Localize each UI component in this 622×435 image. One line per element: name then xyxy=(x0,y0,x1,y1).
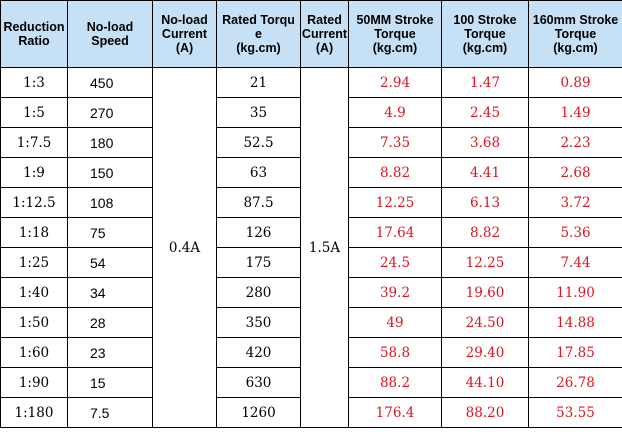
torque-50mm-cell: 24.5 xyxy=(348,247,442,278)
torque-50mm-cell: 12.25 xyxy=(348,187,442,218)
torque-160mm-cell: 3.72 xyxy=(528,187,622,218)
reduction-ratio-cell: 1:40 xyxy=(0,277,68,308)
rated-torque-cell: 175 xyxy=(216,247,301,278)
torque-100-cell: 24.50 xyxy=(441,307,529,338)
header-100-stroke-torque: 100 Stroke Torque (kg.cm) xyxy=(441,0,529,68)
rated-torque-cell: 630 xyxy=(216,367,301,398)
torque-100-cell: 1.47 xyxy=(441,67,529,98)
no-load-speed-cell: 180 xyxy=(67,127,153,158)
rated-torque-cell: 52.5 xyxy=(216,127,301,158)
reduction-ratio-cell: 1:90 xyxy=(0,367,68,398)
torque-160mm-cell: 2.68 xyxy=(528,157,622,188)
torque-160mm-cell: 2.23 xyxy=(528,127,622,158)
table-row: 1:3 450 0.4A 21 1.5A 2.94 1.47 0.89 xyxy=(0,67,622,428)
rated-torque-cell: 35 xyxy=(216,97,301,128)
header-row: Reduction Ratio No-load Speed No-load Cu… xyxy=(0,0,622,68)
torque-50mm-cell: 4.9 xyxy=(348,97,442,128)
table-row: 1:60 23 420 58.8 29.40 17.85 xyxy=(0,337,622,368)
no-load-speed-cell: 75 xyxy=(67,217,153,248)
table-row: 1:7.5 180 52.5 7.35 3.68 2.23 xyxy=(0,127,622,158)
torque-100-cell: 3.68 xyxy=(441,127,529,158)
torque-50mm-cell: 7.35 xyxy=(348,127,442,158)
reduction-ratio-cell: 1:9 xyxy=(0,157,68,188)
reduction-ratio-cell: 1:12.5 xyxy=(0,187,68,218)
torque-160mm-cell: 7.44 xyxy=(528,247,622,278)
rated-torque-cell: 87.5 xyxy=(216,187,301,218)
table-row: 1:5 270 35 4.9 2.45 1.49 xyxy=(0,97,622,128)
torque-160mm-cell: 5.36 xyxy=(528,217,622,248)
torque-50mm-cell: 2.94 xyxy=(348,67,442,98)
no-load-speed-cell: 54 xyxy=(67,247,153,278)
torque-50mm-cell: 49 xyxy=(348,307,442,338)
rated-torque-cell: 420 xyxy=(216,337,301,368)
torque-50mm-cell: 39.2 xyxy=(348,277,442,308)
header-rated-torque: Rated Torqu e (kg.cm) xyxy=(216,0,301,68)
no-load-speed-cell: 270 xyxy=(67,97,153,128)
rated-torque-cell: 280 xyxy=(216,277,301,308)
torque-100-cell: 2.45 xyxy=(441,97,529,128)
torque-160mm-cell: 53.55 xyxy=(528,397,622,428)
torque-100-cell: 6.13 xyxy=(441,187,529,218)
rated-torque-cell: 1260 xyxy=(216,397,301,428)
table-row: 1:18 75 126 17.64 8.82 5.36 xyxy=(0,217,622,248)
torque-100-cell: 8.82 xyxy=(441,217,529,248)
table-row: 1:50 28 350 49 24.50 14.88 xyxy=(0,307,622,338)
header-no-load-current: No-load Current (A) xyxy=(152,0,217,68)
table-body: 1:3 450 0.4A 21 1.5A 2.94 1.47 0.89 1:5 270 35 4.9 2… xyxy=(0,67,622,428)
rated-torque-cell: 126 xyxy=(216,217,301,248)
reduction-ratio-cell: 1:60 xyxy=(0,337,68,368)
torque-50mm-cell: 176.4 xyxy=(348,397,442,428)
no-load-speed-cell: 34 xyxy=(67,277,153,308)
reduction-ratio-cell: 1:180 xyxy=(0,397,68,428)
torque-160mm-cell: 11.90 xyxy=(528,277,622,308)
torque-160mm-cell: 0.89 xyxy=(528,67,622,98)
reduction-ratio-cell: 1:7.5 xyxy=(0,127,68,158)
reduction-ratio-cell: 1:18 xyxy=(0,217,68,248)
no-load-speed-cell: 450 xyxy=(67,67,153,98)
header-50mm-stroke-torque: 50MM Stroke Torque (kg.cm) xyxy=(348,0,442,68)
reduction-ratio-cell: 1:50 xyxy=(0,307,68,338)
torque-50mm-cell: 58.8 xyxy=(348,337,442,368)
header-160mm-stroke-torque: 160mm Stroke Torque (kg.cm) xyxy=(528,0,622,68)
torque-50mm-cell: 8.82 xyxy=(348,157,442,188)
no-load-speed-cell: 108 xyxy=(67,187,153,218)
table-row: 1:40 34 280 39.2 19.60 11.90 xyxy=(0,277,622,308)
torque-100-cell: 29.40 xyxy=(441,337,529,368)
reduction-ratio-cell: 1:5 xyxy=(0,97,68,128)
table-row: 1:12.5 108 87.5 12.25 6.13 3.72 xyxy=(0,187,622,218)
torque-160mm-cell: 26.78 xyxy=(528,367,622,398)
rated-torque-cell: 350 xyxy=(216,307,301,338)
no-load-speed-cell: 15 xyxy=(67,367,153,398)
table-row: 1:180 7.5 1260 176.4 88.20 53.55 xyxy=(0,397,622,428)
torque-100-cell: 44.10 xyxy=(441,367,529,398)
torque-100-cell: 19.60 xyxy=(441,277,529,308)
rated-torque-cell: 63 xyxy=(216,157,301,188)
reduction-ratio-cell: 1:25 xyxy=(0,247,68,278)
rated-current-cell: 1.5A xyxy=(300,67,349,428)
torque-160mm-cell: 1.49 xyxy=(528,97,622,128)
table-row: 1:90 15 630 88.2 44.10 26.78 xyxy=(0,367,622,398)
torque-50mm-cell: 88.2 xyxy=(348,367,442,398)
no-load-speed-cell: 23 xyxy=(67,337,153,368)
header-no-load-speed: No-load Speed xyxy=(67,0,153,68)
table-row: 1:9 150 63 8.82 4.41 2.68 xyxy=(0,157,622,188)
no-load-current-cell: 0.4A xyxy=(152,67,217,428)
no-load-speed-cell: 28 xyxy=(67,307,153,338)
torque-100-cell: 88.20 xyxy=(441,397,529,428)
no-load-speed-cell: 150 xyxy=(67,157,153,188)
header-rated-current: Rated Current (A) xyxy=(300,0,349,68)
reduction-ratio-cell: 1:3 xyxy=(0,67,68,98)
torque-50mm-cell: 17.64 xyxy=(348,217,442,248)
torque-160mm-cell: 17.85 xyxy=(528,337,622,368)
torque-100-cell: 4.41 xyxy=(441,157,529,188)
no-load-speed-cell: 7.5 xyxy=(67,397,153,428)
torque-100-cell: 12.25 xyxy=(441,247,529,278)
rated-torque-cell: 21 xyxy=(216,67,301,98)
torque-160mm-cell: 14.88 xyxy=(528,307,622,338)
header-reduction-ratio: Reduction Ratio xyxy=(0,0,68,68)
